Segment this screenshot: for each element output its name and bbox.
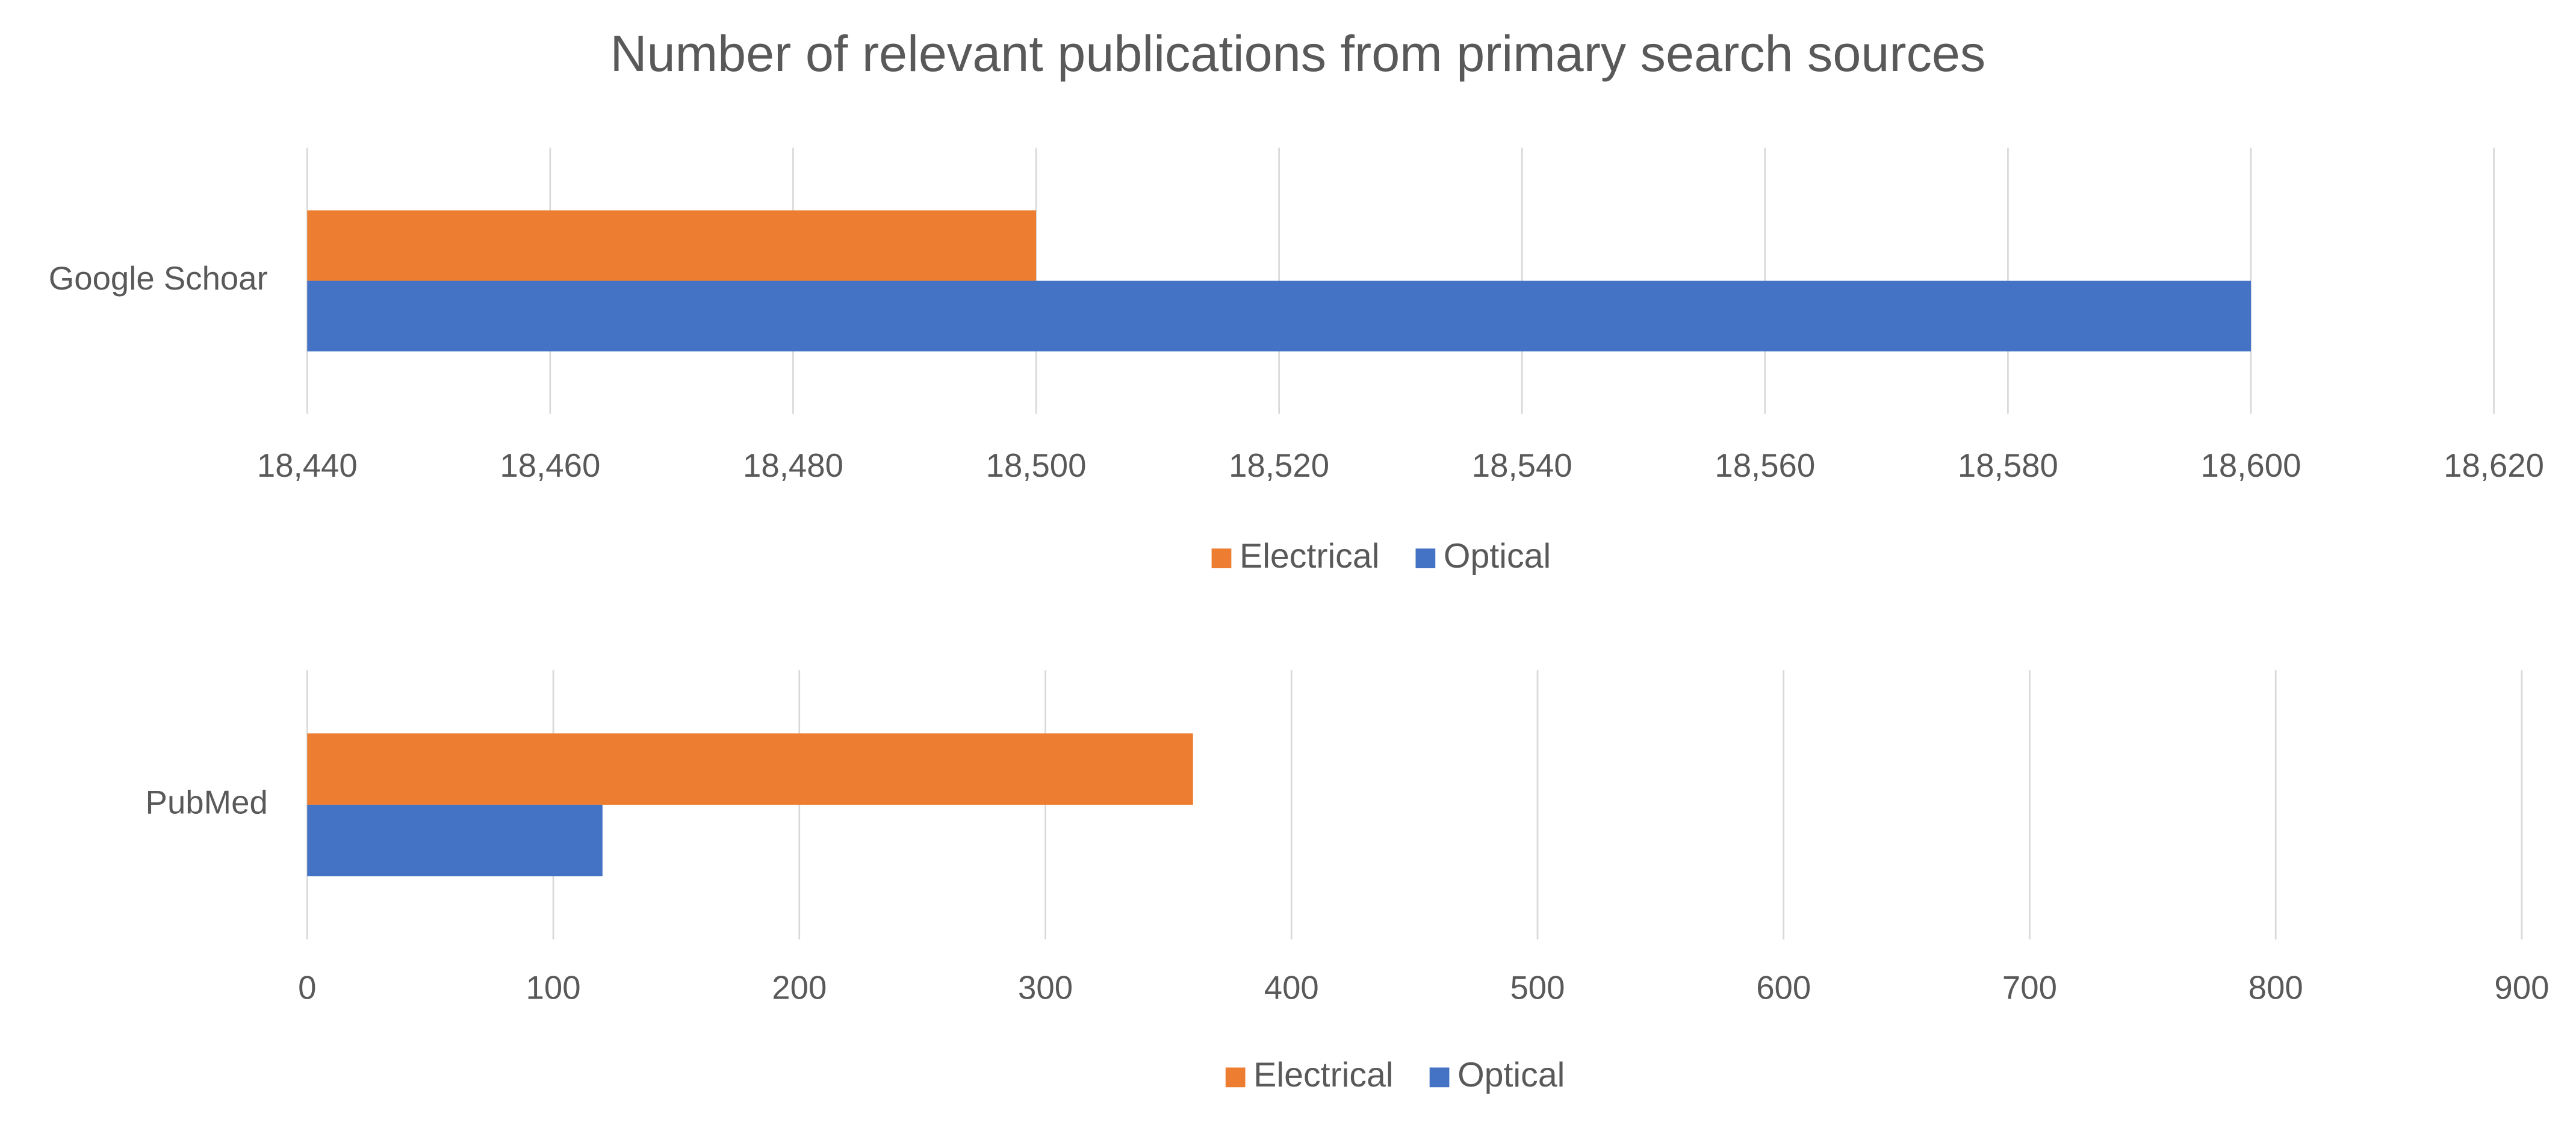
legend-swatch xyxy=(1429,1067,1450,1088)
bar xyxy=(307,804,603,876)
x-tick-label: 18,440 xyxy=(257,447,358,484)
x-tick-label: 18,520 xyxy=(1229,447,1329,484)
legend-label: Optical xyxy=(1457,1056,1565,1094)
x-tick-label: 18,620 xyxy=(2444,447,2544,484)
category-label: Google Schoar xyxy=(49,260,268,297)
x-tick-label: 600 xyxy=(1756,970,1811,1006)
x-tick-label: 800 xyxy=(2249,970,2303,1006)
x-tick-label: 18,540 xyxy=(1472,447,1572,484)
legend-swatch xyxy=(1211,548,1232,569)
x-tick-label: 18,580 xyxy=(1958,447,2058,484)
legend-label: Electrical xyxy=(1253,1056,1393,1094)
legend-label: Optical xyxy=(1444,537,1551,575)
chart-title: Number of relevant publications from pri… xyxy=(610,25,1986,82)
bar xyxy=(307,210,1037,281)
x-tick-label: 0 xyxy=(298,970,316,1006)
x-tick-label: 18,480 xyxy=(743,447,843,484)
x-tick-label: 900 xyxy=(2494,970,2549,1006)
x-tick-label: 100 xyxy=(526,970,581,1006)
x-tick-label: 18,460 xyxy=(500,447,600,484)
legend-swatch xyxy=(1415,548,1436,569)
bar xyxy=(307,280,2251,352)
bar xyxy=(307,733,1193,805)
legend-swatch xyxy=(1225,1067,1246,1088)
x-tick-label: 18,560 xyxy=(1715,447,1815,484)
x-tick-label: 18,600 xyxy=(2201,447,2301,484)
x-tick-label: 500 xyxy=(1510,970,1565,1006)
category-label: PubMed xyxy=(146,784,268,820)
legend-label: Electrical xyxy=(1240,537,1379,575)
x-tick-label: 200 xyxy=(772,970,827,1006)
x-tick-label: 18,500 xyxy=(986,447,1087,484)
x-tick-label: 300 xyxy=(1018,970,1073,1006)
x-tick-label: 400 xyxy=(1264,970,1319,1006)
x-tick-label: 700 xyxy=(2002,970,2057,1006)
